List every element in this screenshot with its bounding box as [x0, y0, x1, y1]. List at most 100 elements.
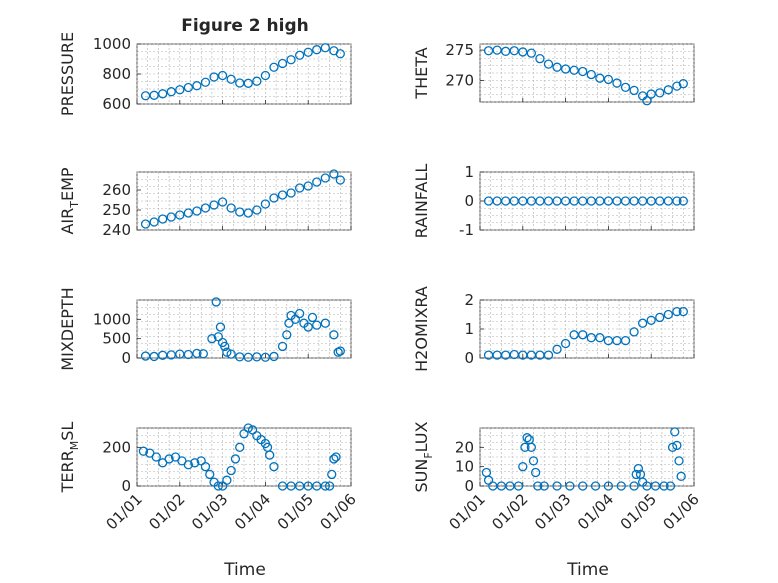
data-point	[226, 203, 236, 213]
data-point	[149, 90, 159, 100]
data-point	[518, 462, 528, 472]
data-point	[663, 309, 673, 320]
data-point	[269, 462, 279, 472]
data-point	[629, 481, 639, 491]
data-point	[667, 442, 678, 452]
series-markers	[138, 423, 341, 491]
data-point	[235, 207, 245, 217]
y-tick-label: 200	[102, 438, 131, 456]
data-point	[655, 88, 665, 98]
data-point	[303, 47, 313, 57]
data-point	[629, 85, 639, 96]
data-point	[590, 481, 601, 491]
x-axis-label-left: Time	[223, 560, 266, 580]
data-point	[220, 341, 230, 352]
data-point	[192, 81, 202, 91]
data-point	[158, 214, 168, 224]
data-point	[663, 85, 673, 95]
data-point	[200, 77, 211, 87]
series-markers	[140, 169, 345, 229]
data-point	[226, 349, 236, 359]
x-tick-label: 01/03	[188, 490, 231, 533]
data-point	[672, 306, 682, 317]
y-tick-label: 1000	[93, 310, 131, 328]
data-point	[215, 322, 226, 332]
panel-rainfall: -1 0 1 RAINFALL	[412, 163, 695, 239]
x-tick-label: 01/01	[446, 490, 489, 533]
data-point	[320, 481, 330, 491]
panel-air-temp: 240 250 260 AIRTEMP	[58, 167, 352, 239]
grid-lines	[479, 43, 695, 103]
grid-lines	[479, 171, 695, 231]
data-point	[243, 423, 253, 433]
y-axis-label: PRESSURE	[58, 32, 77, 116]
data-point	[329, 454, 339, 464]
data-point	[520, 442, 530, 452]
data-point	[631, 469, 641, 480]
figure-title: Figure 2 high	[181, 16, 309, 36]
data-point	[312, 45, 322, 55]
data-point	[265, 450, 275, 460]
data-point	[277, 341, 288, 352]
data-point	[526, 442, 537, 452]
data-point	[269, 62, 279, 72]
data-point	[175, 210, 185, 220]
data-point	[678, 306, 688, 317]
y-tick-label: 1	[464, 163, 474, 181]
data-point	[277, 58, 288, 69]
data-point	[329, 169, 339, 179]
data-point	[492, 45, 502, 55]
y-tick-label: 0	[121, 349, 131, 367]
data-point	[140, 219, 151, 229]
data-point	[633, 463, 644, 474]
y-tick-label: 240	[102, 221, 131, 239]
data-point	[260, 70, 271, 81]
data-point	[533, 481, 543, 491]
data-point	[616, 481, 626, 491]
data-point	[252, 205, 262, 215]
data-point	[672, 440, 682, 451]
data-point	[200, 203, 211, 213]
data-point	[226, 74, 236, 84]
data-point	[294, 183, 305, 193]
data-point	[646, 315, 656, 325]
data-point	[642, 96, 652, 106]
data-point	[200, 462, 211, 472]
data-point	[320, 173, 330, 183]
data-point	[526, 48, 537, 58]
data-point	[269, 351, 279, 362]
data-point	[335, 346, 345, 356]
data-point	[138, 446, 149, 456]
data-point	[327, 469, 337, 480]
data-point	[303, 181, 313, 191]
data-point	[324, 481, 335, 491]
series-markers	[483, 196, 688, 206]
y-axis-label: RAINFALL	[412, 164, 431, 239]
x-tick-label: 01/04	[574, 490, 617, 533]
data-point	[552, 62, 562, 72]
data-point	[530, 467, 541, 478]
data-point	[260, 199, 271, 209]
data-point	[560, 64, 571, 74]
data-point	[149, 217, 159, 227]
data-point	[543, 350, 554, 360]
data-point	[183, 208, 194, 218]
data-point	[539, 481, 549, 491]
data-point	[183, 460, 194, 470]
data-point	[329, 330, 339, 340]
data-point	[192, 348, 202, 359]
data-point	[226, 465, 236, 476]
panel-terr-msl: 0 200 01/01 01/02 01/03 01/04 01/05 01/06 TERRMS…	[58, 422, 360, 534]
y-axis-label: THETA	[412, 47, 431, 99]
data-point	[672, 196, 682, 206]
y-tick-label: 20	[455, 438, 474, 456]
grid-lines	[136, 427, 352, 487]
data-point	[678, 79, 688, 89]
x-tick-label: 01/02	[145, 490, 188, 533]
data-point	[164, 454, 174, 464]
x-tick-label: 01/02	[488, 490, 531, 533]
x-tick-label: 01/06	[317, 490, 360, 533]
data-point	[158, 89, 168, 99]
data-point	[243, 78, 253, 88]
